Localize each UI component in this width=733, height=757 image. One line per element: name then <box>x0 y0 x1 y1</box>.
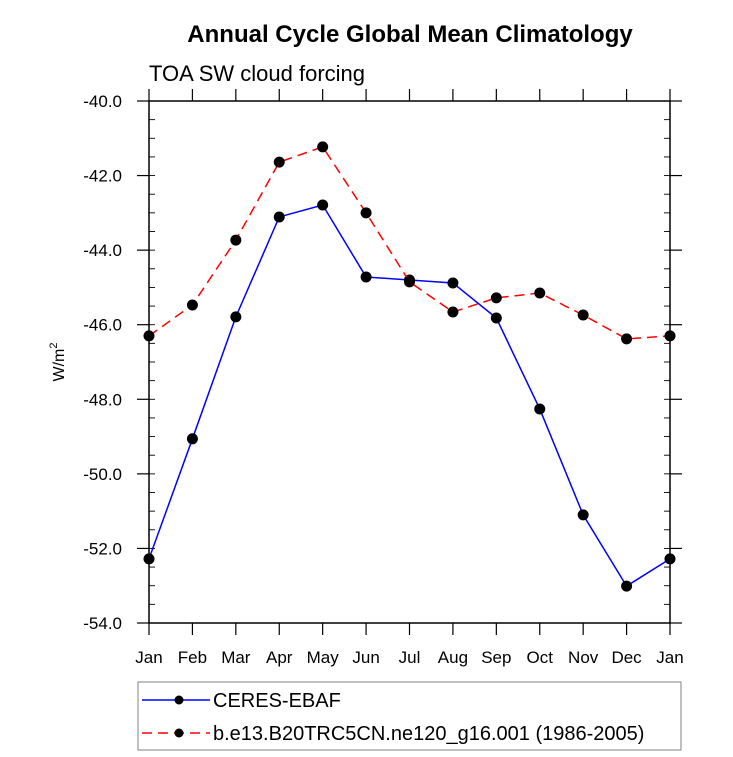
y-axis-label: W/m2 <box>48 343 68 382</box>
data-point <box>664 330 676 342</box>
data-point <box>404 276 415 288</box>
plot-frame <box>148 100 671 624</box>
y-tick-label: -48.0 <box>83 390 122 409</box>
data-point <box>230 311 242 323</box>
series-line <box>148 145 671 340</box>
y-tick-label: -54.0 <box>83 614 122 633</box>
x-tick-label: Sep <box>481 648 511 667</box>
x-tick-label: Jul <box>399 648 421 667</box>
plot-axes <box>137 89 682 635</box>
data-point <box>273 211 285 223</box>
series-1 <box>143 199 676 592</box>
y-tick-label: -44.0 <box>83 241 122 260</box>
x-tick-label: Aug <box>438 648 468 667</box>
y-tick-label: -40.0 <box>83 92 122 111</box>
x-tick-label: Nov <box>568 648 599 667</box>
x-tick-labels: Jan Feb Mar Apr May Jun Jul Aug Sep Oct Nov Dec Jan <box>135 648 683 667</box>
data-point <box>577 509 589 521</box>
series-layer <box>143 141 676 592</box>
legend-label: b.e13.B20TRC5CN.ne120_g16.001 (1986-2005… <box>213 723 644 745</box>
x-tick-label: Dec <box>611 648 642 667</box>
y-tick-label: -46.0 <box>83 316 122 335</box>
data-point <box>317 141 329 153</box>
data-point <box>534 287 546 299</box>
data-point <box>186 433 198 445</box>
legend-box <box>137 681 682 751</box>
chart-subtitle: TOA SW cloud forcing <box>149 61 365 86</box>
x-tick-label: Jan <box>656 648 683 667</box>
x-tick-label: Jan <box>135 648 162 667</box>
chart-title: Annual Cycle Global Mean Climatology <box>187 21 633 48</box>
data-point <box>143 330 155 342</box>
data-point <box>664 553 676 565</box>
data-point <box>317 199 329 211</box>
data-point <box>360 271 372 283</box>
data-point <box>230 234 242 246</box>
legend: CERES-EBAF b.e13.B20TRC5CN.ne120_g16.001 … <box>137 681 682 751</box>
x-tick-label: May <box>307 648 340 667</box>
data-point <box>447 277 459 289</box>
data-point <box>490 312 502 324</box>
x-tick-label: Mar <box>221 648 251 667</box>
y-tick-label: -52.0 <box>83 539 122 558</box>
data-point <box>577 309 589 321</box>
series-2 <box>143 141 676 345</box>
data-point <box>186 299 198 311</box>
x-tick-label: Oct <box>527 648 554 667</box>
data-point <box>273 156 285 168</box>
x-tick-label: Apr <box>266 648 293 667</box>
data-point <box>490 292 502 304</box>
y-tick-label: -50.0 <box>83 465 122 484</box>
data-point <box>621 333 633 345</box>
data-point <box>621 580 633 592</box>
data-point <box>360 207 372 219</box>
x-tick-label: Jun <box>352 648 379 667</box>
y-axis-label-superscript: 2 <box>48 343 60 349</box>
data-point <box>447 306 459 318</box>
legend-label: CERES-EBAF <box>213 690 341 712</box>
y-tick-label: -42.0 <box>83 167 122 186</box>
legend-marker <box>174 728 184 738</box>
data-point <box>534 403 546 415</box>
series-line <box>148 204 671 588</box>
x-tick-label: Feb <box>178 648 207 667</box>
legend-marker <box>174 695 184 705</box>
data-point <box>143 553 155 565</box>
y-tick-labels: -40.0 -42.0 -44.0 -46.0 -48.0 -50.0 -52.0 -54.0 <box>83 92 122 633</box>
